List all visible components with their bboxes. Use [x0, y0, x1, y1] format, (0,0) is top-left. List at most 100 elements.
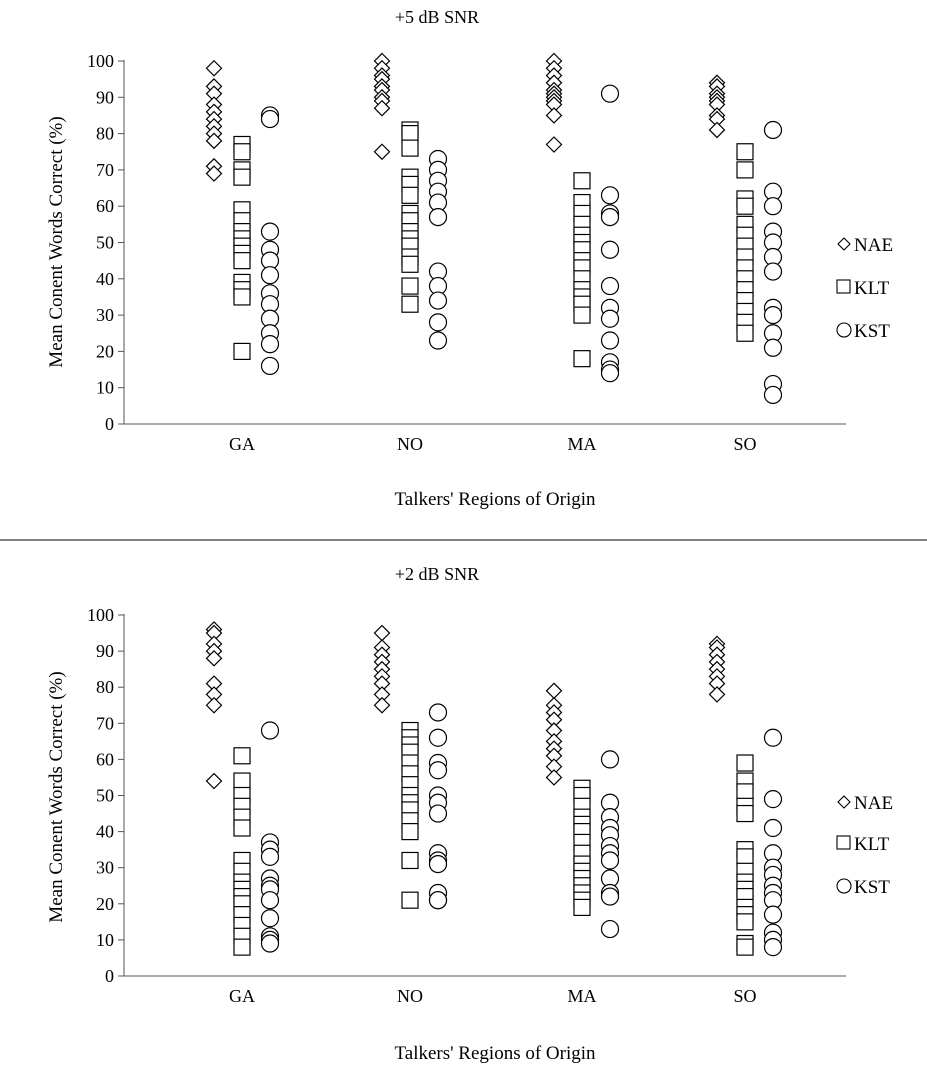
data-point-klt — [233, 342, 251, 360]
data-point-kst — [260, 266, 280, 285]
data-point-kst — [428, 703, 448, 722]
y-tick-label: 20 — [96, 894, 114, 914]
y-tick-label: 10 — [96, 930, 114, 950]
data-point-nae — [205, 132, 223, 150]
data-point-kst — [260, 909, 280, 928]
data-point-klt — [233, 143, 251, 161]
legend-klt-marker — [836, 279, 851, 294]
data-point-kst — [428, 331, 448, 350]
data-point-kst — [600, 207, 620, 227]
data-point-klt — [233, 252, 251, 270]
data-point-klt — [401, 124, 419, 143]
data-point-kst — [428, 728, 448, 747]
y-tick-label: 0 — [105, 966, 114, 986]
data-point-nae — [205, 165, 223, 182]
legend-nae-label: NAE — [854, 235, 893, 256]
legend-klt-label: KLT — [854, 278, 890, 299]
chart-snr-plus5: +5 dB SNR Mean Conent Words Correct (%) … — [46, 7, 893, 510]
legend-nae-label: NAE — [854, 793, 893, 814]
legend-nae-marker — [837, 795, 851, 809]
data-point-kst — [600, 919, 620, 939]
data-point-kst — [600, 240, 620, 259]
data-point-klt — [736, 938, 754, 956]
data-point-kst — [260, 721, 280, 740]
data-point-nae — [545, 769, 563, 786]
x-tick-label: MA — [567, 434, 596, 454]
data-point-nae — [545, 682, 563, 700]
data-point-klt — [573, 306, 591, 324]
data-point-nae — [545, 136, 563, 153]
data-point-kst — [600, 309, 620, 328]
data-point-klt — [401, 139, 419, 157]
data-point-klt — [233, 747, 251, 765]
data-point-nae — [373, 624, 391, 642]
x-tick-label: NO — [397, 434, 423, 454]
y-tick-label: 10 — [96, 378, 114, 398]
data-point-kst — [428, 313, 448, 332]
legend-kst-marker — [836, 878, 852, 894]
y-tick-label: 90 — [96, 87, 114, 107]
data-point-kst — [260, 356, 280, 376]
y-tick-label: 70 — [96, 160, 114, 180]
data-point-klt — [736, 161, 754, 179]
data-point-klt — [736, 804, 754, 823]
data-point-kst — [428, 207, 448, 227]
data-point-kst — [428, 291, 448, 310]
chart-title: +2 dB SNR — [395, 564, 479, 584]
data-point-kst — [600, 276, 620, 296]
chart-snr-plus2: +2 dB SNR Mean Conent Words Correct (%) … — [46, 564, 893, 1064]
data-point-kst — [600, 851, 620, 870]
data-point-kst — [763, 818, 783, 838]
data-point-klt — [736, 848, 754, 866]
data-point-klt — [401, 891, 419, 909]
data-point-kst — [763, 262, 783, 281]
data-point-kst — [260, 847, 280, 866]
y-tick-label: 100 — [87, 605, 114, 625]
x-tick-label: SO — [733, 434, 756, 454]
x-tick-label: GA — [229, 986, 255, 1006]
data-point-kst — [600, 331, 620, 350]
data-point-nae — [205, 772, 223, 790]
legend-kst-label: KST — [854, 877, 890, 898]
y-axis-label: Mean Conent Words Correct (%) — [46, 671, 67, 922]
data-point-nae — [373, 696, 391, 714]
data-point-klt — [736, 913, 754, 931]
data-point-klt — [736, 754, 754, 772]
data-point-klt — [401, 186, 419, 204]
data-point-klt — [233, 288, 251, 306]
data-point-kst — [600, 84, 620, 103]
data-point-nae — [708, 686, 726, 703]
data-point-klt — [736, 197, 754, 215]
data-point-klt — [233, 772, 251, 790]
data-point-kst — [260, 222, 280, 241]
data-point-kst — [600, 750, 620, 769]
data-point-nae — [708, 121, 726, 139]
data-point-kst — [763, 385, 783, 405]
legend-klt-marker — [836, 835, 851, 850]
data-point-nae — [205, 59, 223, 77]
y-tick-label: 0 — [105, 414, 114, 434]
y-tick-label: 80 — [96, 124, 114, 144]
data-point-klt — [736, 324, 754, 342]
data-point-klt — [233, 938, 251, 956]
y-tick-label: 40 — [96, 822, 114, 842]
data-point-klt — [573, 350, 591, 368]
data-point-klt — [401, 277, 419, 295]
x-tick-label: SO — [733, 986, 756, 1006]
data-point-klt — [233, 819, 251, 837]
y-tick-label: 50 — [96, 786, 114, 806]
data-point-klt — [233, 168, 251, 186]
data-point-klt — [573, 172, 591, 190]
y-tick-label: 40 — [96, 269, 114, 289]
x-tick-label: GA — [229, 434, 255, 454]
data-point-klt — [736, 143, 754, 161]
data-point-kst — [260, 109, 280, 129]
y-axis-label: Mean Conent Words Correct (%) — [46, 116, 67, 367]
legend-kst-label: KST — [854, 321, 890, 342]
y-tick-label: 30 — [96, 305, 114, 325]
chart-title: +5 dB SNR — [395, 7, 479, 27]
y-tick-label: 90 — [96, 641, 114, 661]
data-point-kst — [428, 804, 448, 823]
data-point-klt — [736, 783, 754, 801]
